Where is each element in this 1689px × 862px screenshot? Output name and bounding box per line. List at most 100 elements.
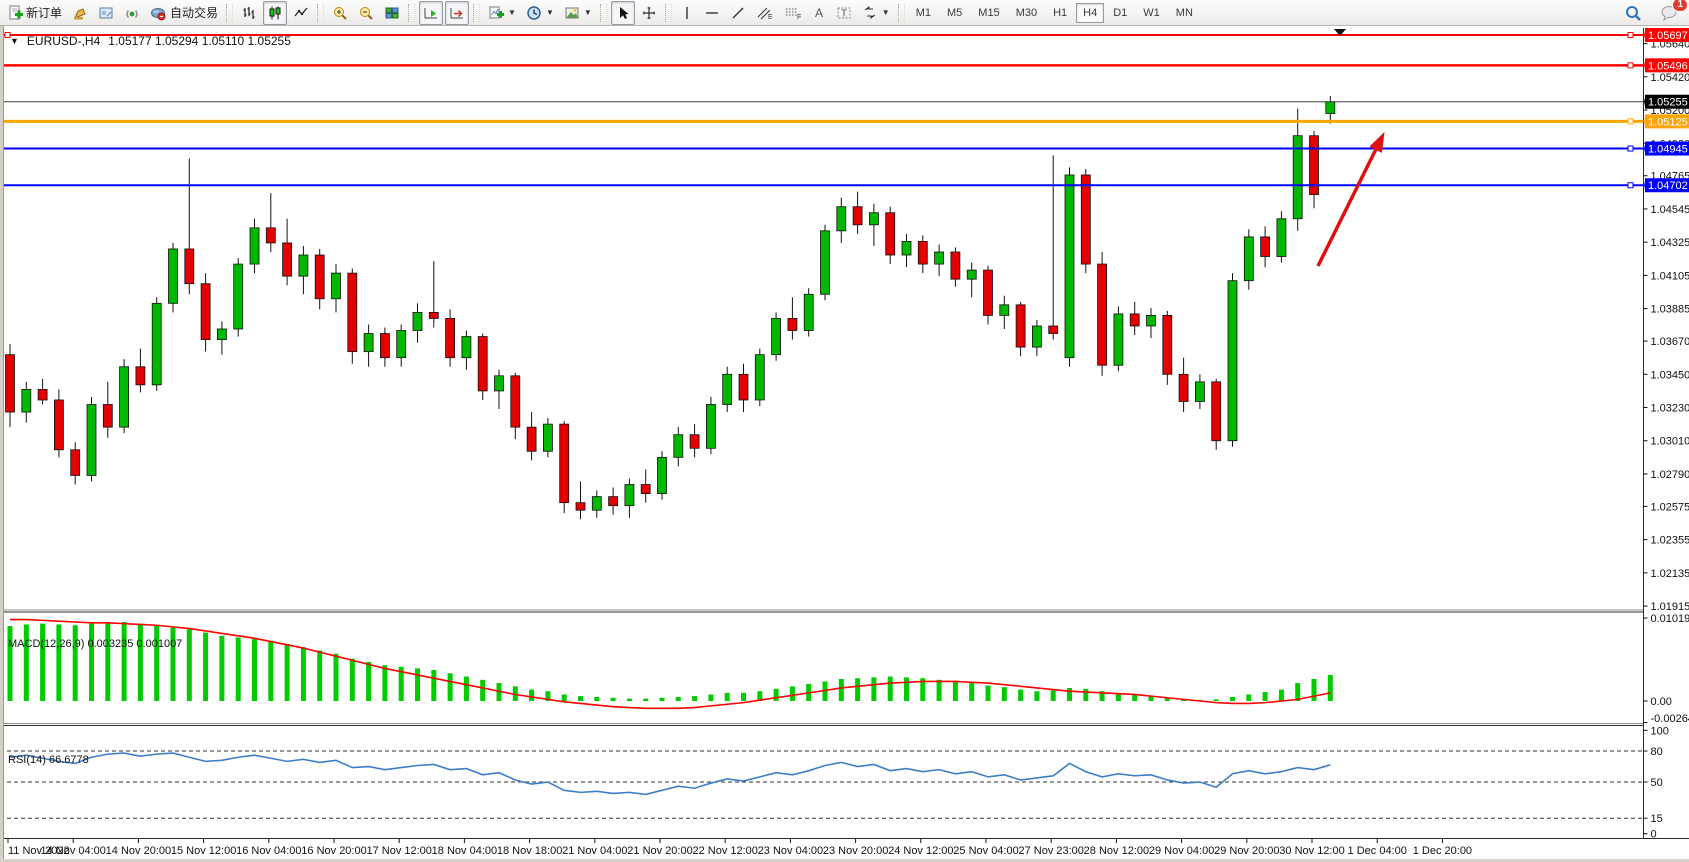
line-chart-button[interactable]: [289, 1, 313, 25]
bear-candle: [135, 366, 146, 386]
signals-button[interactable]: [120, 1, 144, 25]
bear-candle: [510, 375, 521, 428]
timeframe-button-M15[interactable]: M15: [978, 6, 1000, 19]
tile-windows-icon: [384, 5, 400, 21]
macd-histogram-bar: [480, 679, 486, 701]
template-button[interactable]: ▼: [560, 1, 596, 25]
macd-histogram-bar: [529, 689, 535, 701]
vertical-line-tool[interactable]: [676, 1, 698, 25]
macd-histogram-bar: [1262, 692, 1268, 701]
crosshair-tool-button[interactable]: [637, 1, 661, 25]
macd-histogram-bar: [1327, 674, 1333, 701]
horizontal-line-tool[interactable]: [700, 1, 724, 25]
horizontal-line-object[interactable]: [0, 182, 1644, 189]
timeframe-button-H1[interactable]: H1: [1053, 6, 1068, 19]
text-label-tool[interactable]: T: [832, 1, 856, 25]
macd-histogram-bar: [578, 696, 583, 701]
zoom-in-button[interactable]: [328, 1, 352, 25]
clock-icon: [526, 5, 542, 21]
chart-shift-button[interactable]: [445, 0, 470, 25]
bar-chart-button[interactable]: [237, 1, 261, 25]
macd-histogram-bar: [952, 681, 958, 701]
notifications-button[interactable]: 1: [1656, 0, 1688, 25]
bull-candle: [1325, 101, 1336, 114]
auto-trading-icon: [150, 5, 167, 21]
timeframe-button-D1[interactable]: D1: [1113, 6, 1128, 19]
bull-candle: [836, 206, 847, 232]
macd-histogram-bar: [1018, 689, 1024, 701]
zoom-out-button[interactable]: [354, 1, 378, 25]
svg-text:15: 15: [1651, 813, 1663, 825]
timeframe-button-M1[interactable]: M1: [915, 6, 931, 19]
macd-histogram-bar: [23, 624, 29, 701]
trend-arrow-object[interactable]: [1316, 131, 1385, 267]
svg-text:1.04105: 1.04105: [1651, 270, 1689, 282]
bear-candle: [608, 496, 618, 507]
date-label: 30 Nov 12:00: [1279, 845, 1344, 857]
timeframe-button-W1[interactable]: W1: [1143, 6, 1160, 19]
date-label: 18 Nov 04:00: [432, 845, 497, 857]
macd-histogram-bar: [904, 677, 909, 701]
stamp-button[interactable]: [68, 1, 92, 25]
horizontal-line-object[interactable]: [0, 62, 1644, 69]
text-icon: A: [812, 5, 826, 21]
bear-candle: [526, 426, 537, 452]
auto-scroll-button[interactable]: [419, 0, 444, 25]
macd-histogram-bar: [1164, 697, 1170, 701]
stamp-icon: [72, 5, 88, 21]
equidistant-channel-tool[interactable]: E: [752, 1, 778, 25]
timeframe-group: M1 M5 M15 M30 H1 H4 D1 W1 MN: [908, 0, 1201, 26]
macd-histogram-bar: [1278, 689, 1284, 701]
timeframe-button-M5[interactable]: M5: [947, 6, 963, 19]
new-order-button[interactable]: 新订单: [3, 1, 66, 25]
bear-candle: [445, 318, 456, 359]
horizontal-line-object[interactable]: [0, 145, 1644, 152]
date-label: 21 Nov 04:00: [562, 845, 627, 857]
bull-candle: [999, 304, 1010, 316]
line-anchor-handle: [4, 32, 11, 38]
macd-histogram-bar: [871, 677, 877, 701]
text-tool[interactable]: A: [808, 1, 830, 25]
cursor-tool-button[interactable]: [610, 0, 635, 25]
fibonacci-tool[interactable]: F: [780, 1, 806, 25]
date-label: 22 Nov 12:00: [692, 845, 757, 857]
period-button[interactable]: ▼: [522, 1, 558, 25]
macd-histogram-bar: [1132, 694, 1138, 701]
macd-histogram-bar: [1001, 687, 1007, 701]
chart-shift-marker[interactable]: [1334, 29, 1346, 36]
price-badge: 1.04945: [1644, 141, 1689, 156]
add-indicator-button[interactable]: ▼: [484, 1, 520, 25]
svg-text:1.03010: 1.03010: [1651, 436, 1689, 448]
bull-candle: [820, 230, 830, 295]
macd-histogram-bar: [366, 661, 372, 701]
timeframe-button-H4[interactable]: H4: [1076, 2, 1105, 23]
macd-histogram-bar: [235, 637, 241, 701]
add-indicator-icon: [488, 5, 505, 21]
line-anchor-handle: [1627, 182, 1634, 189]
cursor-icon: [615, 5, 631, 21]
macd-histogram-bar: [610, 697, 616, 701]
date-label: 1 Dec 20:00: [1413, 845, 1472, 857]
collapse-triangle-icon[interactable]: ▼: [10, 36, 19, 46]
ohlc-values: 1.05177 1.05294 1.05110 1.05255: [108, 34, 291, 48]
market-watch-button[interactable]: [94, 1, 118, 25]
horizontal-line-object[interactable]: [0, 118, 1644, 125]
toolbar-separator: [408, 3, 416, 22]
bear-candle: [347, 272, 358, 353]
search-button[interactable]: [1620, 1, 1646, 25]
timeframe-button-M30[interactable]: M30: [1015, 6, 1038, 19]
svg-text:1.02355: 1.02355: [1651, 535, 1689, 547]
timeframe-button-MN[interactable]: MN: [1175, 6, 1193, 19]
date-label: 23 Nov 04:00: [758, 845, 823, 857]
bear-candle: [54, 399, 64, 451]
candlestick-chart-button[interactable]: [263, 0, 288, 25]
arrows-tool[interactable]: ▼: [858, 1, 894, 25]
rsi-indicator-label: RSI(14) 66.6778: [8, 754, 89, 766]
svg-text:1.03230: 1.03230: [1651, 403, 1689, 415]
tile-windows-button[interactable]: [380, 1, 404, 25]
trendline-tool[interactable]: [726, 1, 750, 25]
auto-trading-button[interactable]: 自动交易: [146, 1, 222, 25]
chart-canvas[interactable]: 1.056401.054201.052001.049801.047651.045…: [0, 26, 1689, 862]
horizontal-line-object[interactable]: [0, 32, 1644, 38]
svg-text:1.05125: 1.05125: [1648, 116, 1688, 128]
